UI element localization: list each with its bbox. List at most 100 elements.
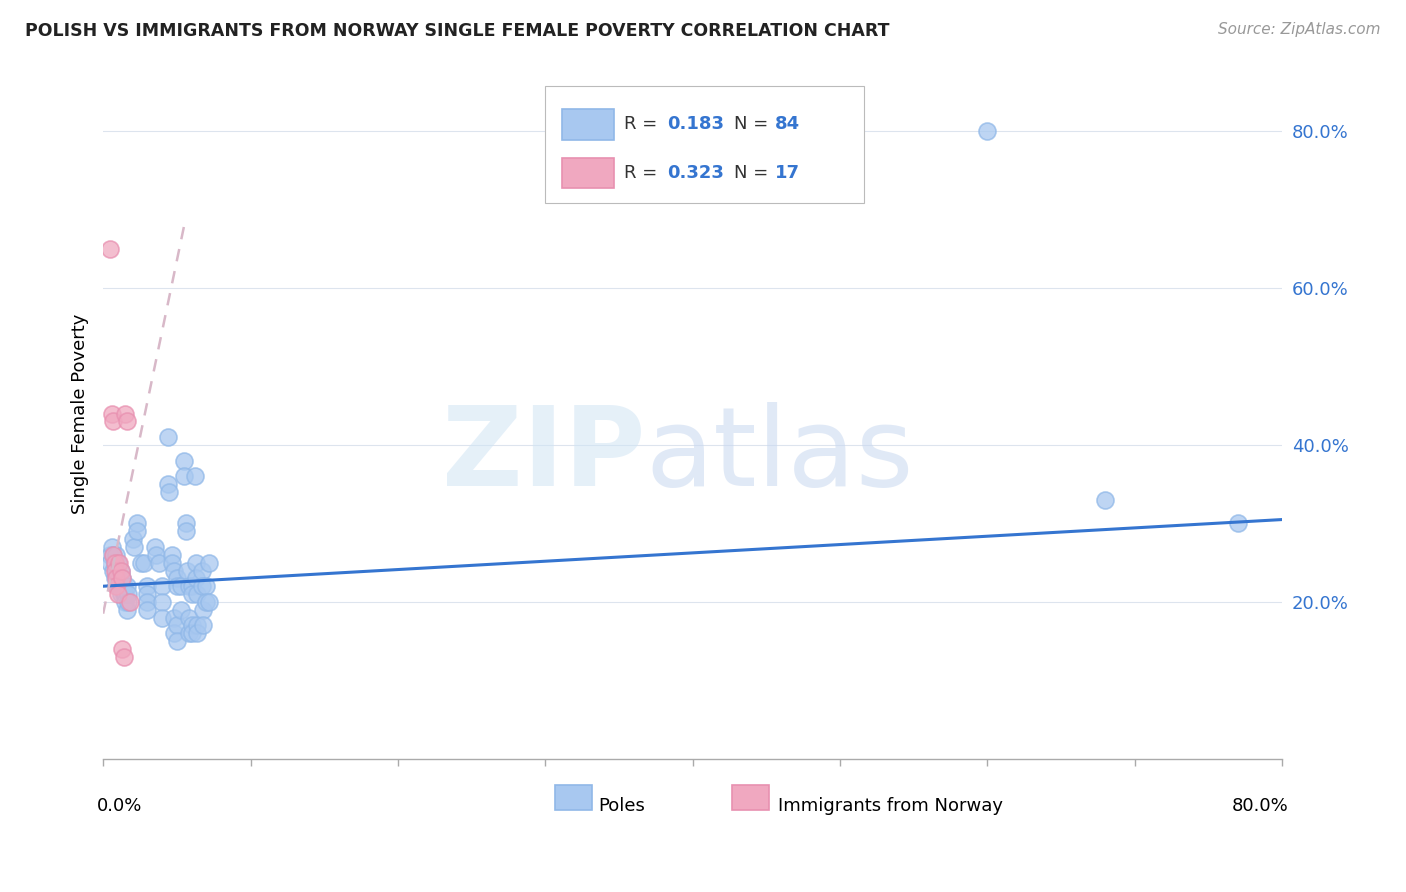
- Point: [122, 540, 145, 554]
- Point: [1227, 516, 1250, 531]
- Text: 0.0%: 0.0%: [97, 797, 142, 814]
- Point: [117, 595, 139, 609]
- Point: [136, 595, 159, 609]
- Point: [156, 430, 179, 444]
- Point: [105, 564, 128, 578]
- Point: [191, 579, 214, 593]
- Point: [186, 618, 208, 632]
- Point: [101, 540, 124, 554]
- Point: [100, 242, 122, 256]
- Point: [195, 595, 218, 609]
- Point: [103, 548, 125, 562]
- Y-axis label: Single Female Poverty: Single Female Poverty: [72, 313, 89, 514]
- Point: [107, 587, 129, 601]
- Point: [166, 571, 188, 585]
- Point: [114, 595, 136, 609]
- Text: N =: N =: [734, 115, 773, 134]
- Point: [103, 564, 125, 578]
- Point: [115, 603, 138, 617]
- Point: [125, 524, 148, 539]
- Point: [159, 485, 181, 500]
- Point: [115, 415, 138, 429]
- Point: [103, 548, 125, 562]
- Point: [118, 595, 141, 609]
- Point: [184, 571, 207, 585]
- Point: [170, 603, 193, 617]
- Point: [162, 548, 184, 562]
- Point: [976, 124, 998, 138]
- Point: [166, 618, 188, 632]
- Point: [108, 571, 131, 585]
- Point: [150, 595, 173, 609]
- Text: POLISH VS IMMIGRANTS FROM NORWAY SINGLE FEMALE POVERTY CORRELATION CHART: POLISH VS IMMIGRANTS FROM NORWAY SINGLE …: [25, 22, 890, 40]
- Point: [193, 603, 215, 617]
- Point: [108, 556, 131, 570]
- Point: [134, 556, 156, 570]
- Point: [1094, 492, 1116, 507]
- Point: [163, 564, 186, 578]
- Text: 17: 17: [775, 164, 800, 182]
- Point: [104, 556, 127, 570]
- Text: N =: N =: [734, 164, 773, 182]
- Point: [177, 579, 200, 593]
- Text: Source: ZipAtlas.com: Source: ZipAtlas.com: [1218, 22, 1381, 37]
- Text: 0.323: 0.323: [666, 164, 724, 182]
- Text: R =: R =: [624, 164, 664, 182]
- Point: [143, 540, 166, 554]
- Point: [180, 579, 202, 593]
- Point: [107, 579, 129, 593]
- Point: [103, 415, 125, 429]
- Point: [110, 564, 132, 578]
- Point: [100, 556, 122, 570]
- Point: [101, 407, 124, 421]
- Point: [112, 579, 135, 593]
- Point: [184, 556, 207, 570]
- Point: [105, 579, 128, 593]
- Point: [173, 469, 195, 483]
- Text: 80.0%: 80.0%: [1232, 797, 1288, 814]
- Text: atlas: atlas: [645, 401, 914, 508]
- Text: 0.183: 0.183: [666, 115, 724, 134]
- Point: [131, 556, 153, 570]
- Point: [174, 516, 197, 531]
- Point: [108, 579, 131, 593]
- Text: Immigrants from Norway: Immigrants from Norway: [778, 797, 1002, 814]
- Point: [111, 579, 134, 593]
- Point: [104, 556, 127, 570]
- Point: [166, 634, 188, 648]
- Point: [163, 610, 186, 624]
- Point: [150, 579, 173, 593]
- Point: [198, 595, 221, 609]
- Point: [177, 626, 200, 640]
- Point: [117, 587, 139, 601]
- Point: [114, 587, 136, 601]
- Point: [136, 579, 159, 593]
- Point: [110, 564, 132, 578]
- Point: [114, 407, 136, 421]
- Point: [112, 649, 135, 664]
- Point: [156, 477, 179, 491]
- Point: [150, 610, 173, 624]
- Point: [191, 564, 214, 578]
- Point: [183, 469, 205, 483]
- Point: [104, 571, 127, 585]
- Text: Poles: Poles: [599, 797, 645, 814]
- Point: [163, 626, 186, 640]
- Point: [176, 564, 198, 578]
- FancyBboxPatch shape: [731, 785, 769, 810]
- Point: [186, 587, 208, 601]
- FancyBboxPatch shape: [562, 158, 613, 188]
- Point: [136, 587, 159, 601]
- Point: [105, 571, 128, 585]
- Point: [177, 610, 200, 624]
- FancyBboxPatch shape: [555, 785, 592, 810]
- Point: [125, 516, 148, 531]
- Point: [115, 579, 138, 593]
- Point: [111, 571, 134, 585]
- Point: [186, 626, 208, 640]
- Point: [170, 579, 193, 593]
- Text: ZIP: ZIP: [441, 401, 645, 508]
- Point: [136, 603, 159, 617]
- Point: [111, 642, 134, 657]
- Point: [195, 579, 218, 593]
